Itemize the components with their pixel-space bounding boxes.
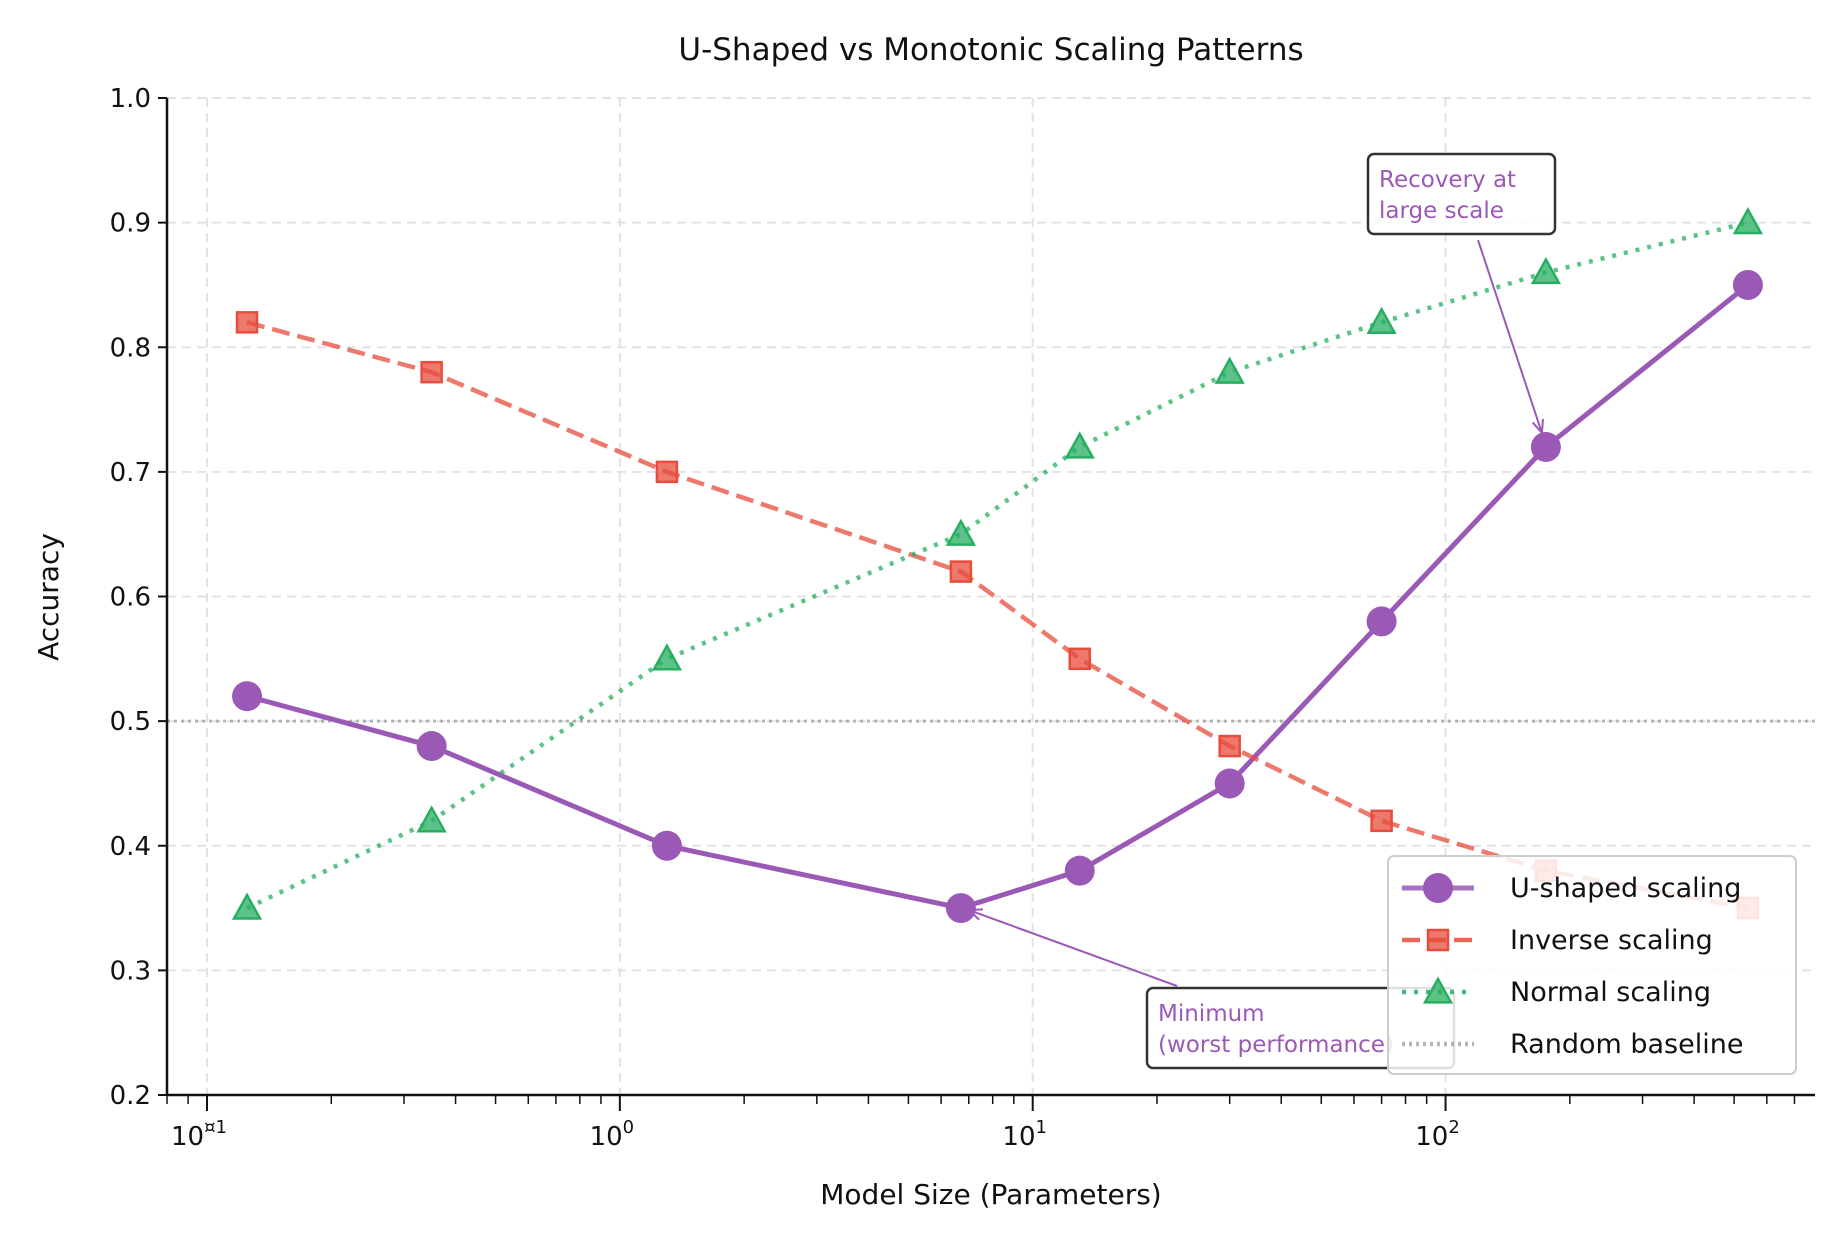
data-point [1068, 647, 1091, 671]
data-point [232, 681, 263, 712]
legend-marker [1423, 873, 1453, 903]
data-point [1218, 734, 1241, 758]
data-point [945, 518, 977, 546]
data-point [1214, 768, 1245, 799]
y-tick-label: 0.5 [110, 707, 151, 737]
annotation-arrow [968, 909, 1178, 987]
legend-marker [1422, 976, 1454, 1004]
y-tick-label: 0.6 [110, 583, 151, 613]
x-tick-base: 10 [171, 1122, 204, 1152]
data-point [235, 311, 259, 334]
x-tick-exponent: 2 [1448, 1117, 1459, 1138]
y-tick-label: 0.3 [110, 956, 151, 986]
y-tick-label: 0.7 [110, 458, 151, 488]
legend-entry: Inverse scaling [1402, 925, 1713, 956]
legend-box [1387, 855, 1797, 1075]
annotation-text: Minimum [1158, 1001, 1265, 1027]
data-point [651, 830, 682, 861]
x-tick-base: 10 [1002, 1122, 1035, 1152]
data-point [1732, 269, 1763, 300]
legend-label: Normal scaling [1510, 977, 1711, 1008]
annotation-arrow [1477, 239, 1543, 434]
legend-entry: Random baseline [1402, 1029, 1743, 1060]
data-point [1064, 855, 1095, 886]
y-tick-label: 1.0 [110, 84, 151, 114]
data-point [420, 360, 443, 384]
data-point [1366, 606, 1397, 637]
annotation-arrowhead [1531, 418, 1545, 436]
data-point [1214, 356, 1245, 384]
data-point [231, 892, 263, 920]
legend-label: U-shaped scaling [1510, 873, 1741, 904]
annotation-text: Recovery at [1379, 167, 1516, 193]
legend-entry: U-shaped scaling [1402, 873, 1741, 904]
series-line [246, 220, 1749, 911]
annotation-arrowhead [966, 908, 983, 921]
series-line [246, 320, 1749, 911]
x-tick-exponent: 1 [1036, 1117, 1047, 1138]
series-triangle [231, 207, 1764, 920]
data-point [416, 805, 447, 833]
data-point [655, 460, 679, 484]
legend-label: Random baseline [1510, 1029, 1743, 1060]
legend: U-shaped scaling Inverse scaling Normal sc… [1387, 855, 1797, 1075]
series-circle [232, 269, 1763, 924]
y-tick-label: 0.9 [110, 209, 151, 239]
annotation-text: large scale [1379, 198, 1504, 224]
x-tick-base: 10 [1415, 1122, 1448, 1152]
data-point [416, 731, 447, 762]
x-tick-exponent: ¤1 [204, 1117, 227, 1138]
chart-title: U-Shaped vs Monotonic Scaling Patterns [678, 32, 1303, 68]
series-square [235, 311, 1760, 920]
legend-label: Inverse scaling [1510, 925, 1713, 956]
x-tick-label: 10¤1 [171, 1117, 227, 1152]
x-tick-label: 101 [1002, 1117, 1047, 1152]
data-point [945, 893, 976, 924]
y-tick-label: 0.8 [110, 333, 151, 363]
legend-entry: Normal scaling [1402, 976, 1711, 1008]
data-point [1366, 306, 1397, 334]
annotation-box [1366, 152, 1557, 236]
data-point [1530, 256, 1562, 285]
data-point [1370, 809, 1393, 833]
data-point [1064, 431, 1095, 459]
data-point [1732, 207, 1764, 235]
series-group [231, 207, 1764, 924]
data-point [1530, 431, 1561, 462]
data-point [651, 643, 683, 671]
axes: 0.20.30.40.50.60.70.80.91.010¤1 100 101 102 [110, 84, 1815, 1152]
y-axis-label: Accuracy [32, 533, 65, 661]
x-tick-base: 10 [590, 1122, 623, 1152]
x-axis-label: Model Size (Parameters) [820, 1178, 1161, 1211]
legend-marker [1426, 928, 1450, 952]
x-tick-label: 100 [590, 1117, 635, 1152]
x-tick-label: 102 [1415, 1117, 1460, 1152]
annotation-text: (worst performance) [1158, 1032, 1394, 1058]
x-tick-exponent: 0 [623, 1117, 634, 1138]
y-tick-label: 0.4 [110, 832, 151, 862]
y-tick-label: 0.2 [110, 1081, 151, 1111]
data-point [949, 560, 973, 583]
